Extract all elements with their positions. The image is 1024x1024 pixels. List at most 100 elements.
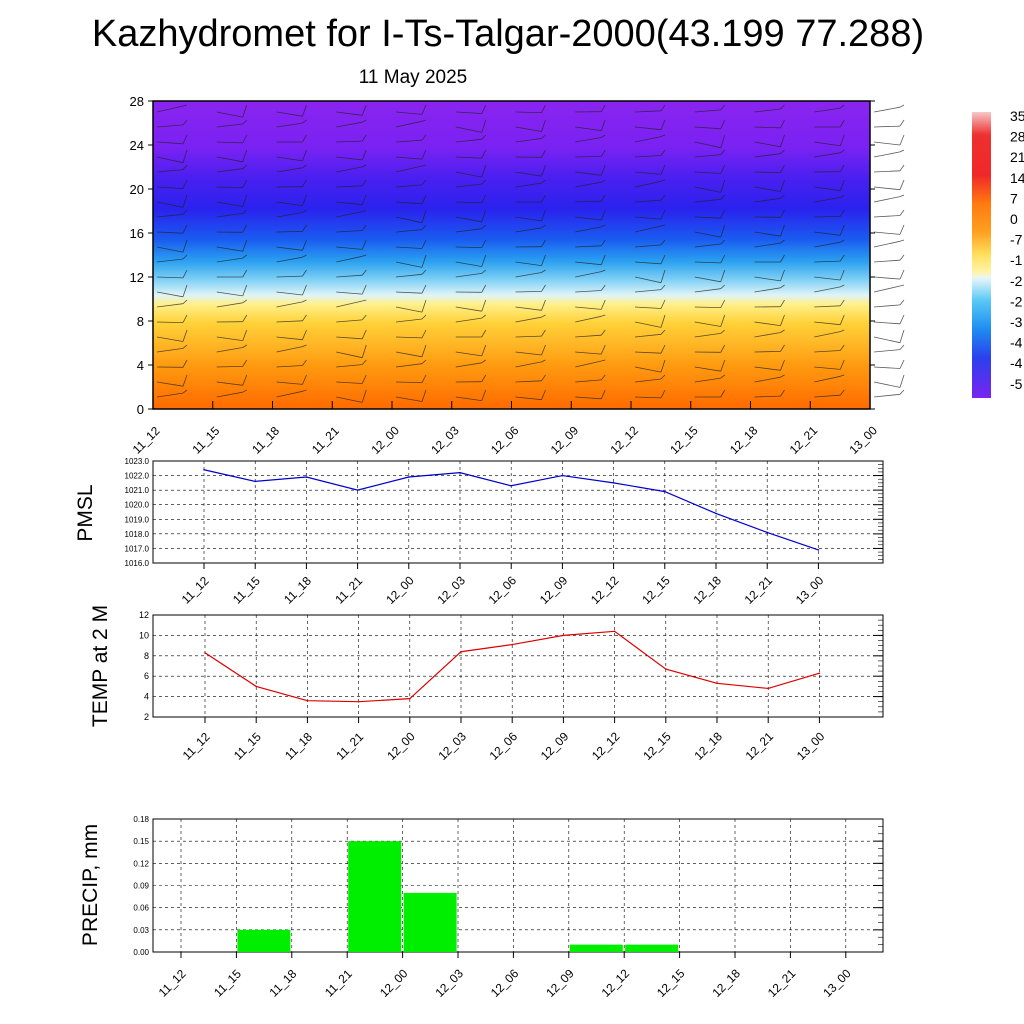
wind-barb [754,224,785,237]
wind-barb [276,299,307,308]
wind-barb [276,344,307,353]
wind-barb [336,359,367,368]
colorbar-label: -5 [1010,376,1023,392]
wind-barb [873,209,905,218]
wind-barb [336,389,367,403]
cross-section-shading [153,101,870,409]
data-point [460,650,462,653]
wind-barb [634,194,666,203]
x-tick-label: 12_21 [743,729,777,763]
wind-barb [575,179,606,188]
cross-section-panel: 0 4 8 12 16 20 24 28 11_12 11_15 11_18 11_21 12_00 1… [130,94,905,457]
wind-barb [814,329,845,338]
x-tick-label: 12_18 [709,966,743,1000]
wind-barb [336,299,367,308]
wind-barb [156,389,188,398]
wind-barb [455,284,487,293]
x-tick-label: 11_18 [267,967,300,1000]
wind-barb [575,209,606,221]
wind-barb [276,329,307,341]
wind-barb [156,284,188,298]
wind-barb [575,284,606,293]
wind-barbs [156,104,905,403]
wind-barb [276,149,307,162]
wind-barb [336,194,367,206]
y-tick-label: 1023.0 [125,457,150,466]
wind-barb [814,119,845,128]
data-point [665,668,667,670]
wind-barb [216,269,248,278]
wind-barb [873,269,905,280]
wind-barb [455,194,487,204]
cross-section-y-axis: 0 4 8 12 16 20 24 28 [130,94,875,417]
wind-barb [216,344,247,353]
data-point [766,531,768,534]
wind-barb [634,164,666,175]
precip-bar [237,929,291,952]
y-tick-label: 8 [137,314,144,329]
page-subtitle: 11 May 2025 [359,67,467,88]
wind-barb [216,284,248,297]
wind-barb [754,149,785,158]
wind-barb [575,374,606,383]
wind-barb [336,239,367,250]
wind-barb [575,314,606,323]
x-tick-label: 12_03 [434,573,468,607]
wind-barb [336,329,367,340]
wind-barb [754,239,785,248]
wind-barb [216,164,248,173]
wind-barb [336,374,367,384]
wind-barb [276,134,307,143]
wind-barb [395,359,427,368]
wind-barb [634,329,666,338]
x-tick-label: 11_12 [156,967,189,1000]
wind-barb [873,119,905,128]
wind-barb [216,359,248,368]
wind-barb [515,284,546,293]
wind-barb [156,209,188,218]
wind-barb [814,209,845,218]
wind-barb [216,119,248,128]
y-tick-label: 1021.0 [125,486,150,495]
colorbar-label: -1 [1010,252,1023,268]
wind-barb [336,179,367,188]
x-tick-label: 12_09 [537,573,571,607]
wind-barb [694,359,726,372]
wind-barb [575,359,606,368]
x-tick-label: 12_12 [607,423,641,457]
x-tick-label: 11_15 [231,730,264,763]
wind-barb [455,134,487,143]
data-point [305,476,308,478]
wind-barb [515,269,546,278]
wind-barb [873,359,905,369]
colorbar-label: 7 [1010,190,1018,206]
wind-barb [156,269,188,279]
x-tick-label: 13_00 [846,423,880,457]
x-tick-label: 11_18 [282,730,315,763]
wind-barb [336,134,367,143]
x-tick-label: 12_03 [428,423,462,457]
y-tick-label: 12 [130,270,144,285]
wind-barb [336,314,367,323]
wind-barb [754,374,785,383]
wind-barb [873,299,905,308]
x-tick-label: 12_00 [377,966,411,1000]
wind-barb [634,299,666,309]
y-tick-label: 1020.0 [125,501,150,510]
wind-barb [634,104,666,113]
wind-barb [873,344,905,353]
y-tick-label: 0 [137,402,144,417]
wind-barb [276,359,307,368]
data-point [818,672,821,674]
data-point [254,480,256,483]
x-tick-label: 12_09 [543,966,577,1000]
wind-barb [336,209,367,218]
y-tick-label: 0.03 [133,926,149,935]
wind-barb [276,209,307,218]
wind-barb [455,209,487,223]
x-tick-label: 12_21 [742,573,776,607]
temperature-colorbar: 35 28 21 14 7 0 -7 -1 -2 -2 -3 -4 -4 -5 [972,108,1024,398]
wind-barb [395,224,427,233]
wind-barb [814,134,845,147]
